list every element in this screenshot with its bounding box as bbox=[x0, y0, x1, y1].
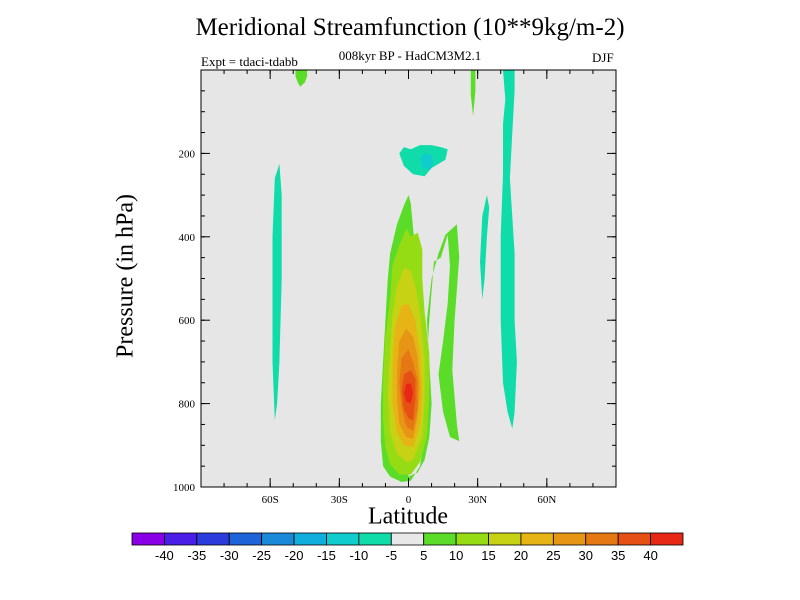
colorbar-label: 40 bbox=[643, 548, 657, 563]
colorbar-swatch bbox=[617, 532, 651, 546]
x-tick-label: 30S bbox=[331, 494, 348, 506]
colorbar-swatch bbox=[358, 532, 392, 546]
chart-title: Meridional Streamfunction (10**9kg/m-2) bbox=[195, 14, 625, 41]
colorbar-label: 35 bbox=[611, 548, 625, 563]
colorbar-swatch bbox=[228, 532, 263, 546]
contour-regions bbox=[272, 70, 517, 482]
x-tick-label: 0 bbox=[406, 494, 412, 506]
colorbar-label: -20 bbox=[285, 548, 304, 563]
colorbar-label: -25 bbox=[252, 548, 271, 563]
colorbar-label: 10 bbox=[449, 548, 463, 563]
colorbar-swatch bbox=[261, 532, 295, 546]
colorbar-label: -10 bbox=[349, 548, 368, 563]
y-tick-label: 200 bbox=[179, 148, 196, 160]
contour-region-nh-upper-thin-positive bbox=[470, 70, 476, 116]
colorbar-swatch bbox=[164, 532, 198, 546]
colorbar-label: -40 bbox=[155, 548, 174, 563]
colorbar-label: 5 bbox=[420, 548, 427, 563]
contour-region-equatorial-upper-inner bbox=[420, 153, 434, 171]
colorbar-swatch bbox=[326, 532, 360, 546]
season-label: DJF bbox=[592, 50, 614, 65]
x-tick-label: 30N bbox=[468, 494, 487, 506]
colorbar-swatch bbox=[650, 532, 684, 546]
colorbar-label: 25 bbox=[546, 548, 560, 563]
colorbar-label: 20 bbox=[514, 548, 528, 563]
y-tick-label: 1000 bbox=[173, 482, 196, 494]
experiment-label: Expt = tdaci-tdabb bbox=[201, 54, 298, 69]
colorbar-swatch bbox=[196, 532, 230, 546]
x-tick-label: 60S bbox=[262, 494, 279, 506]
colorbar-swatch bbox=[552, 532, 587, 546]
axis-ticks: 60S 30S 0 30N 60N 200 400 600 800 1000 bbox=[173, 70, 616, 506]
colorbar-swatch bbox=[131, 532, 165, 546]
contour-region-sh-midlat-negative-cell bbox=[272, 163, 282, 421]
colorbar-swatch bbox=[520, 532, 554, 546]
colorbar-label: 15 bbox=[481, 548, 495, 563]
colorbar-swatch bbox=[455, 532, 489, 546]
colorbar-label: -15 bbox=[317, 548, 336, 563]
colorbar: -40 -35 -30 -25 -20 -15 -10 -5 5 10 15 20 25 30 35 40 bbox=[131, 532, 684, 563]
colorbar-label: -5 bbox=[386, 548, 398, 563]
y-tick-label: 800 bbox=[179, 399, 196, 411]
colorbar-label: 30 bbox=[579, 548, 593, 563]
chart-subtitle: 008kyr BP - HadCM3M2.1 bbox=[338, 48, 482, 63]
colorbar-swatch bbox=[293, 532, 327, 546]
colorbar-swatch bbox=[423, 532, 457, 546]
colorbar-swatch bbox=[488, 532, 522, 546]
colorbar-swatch bbox=[585, 532, 619, 546]
contour-region-hadley-cell-40 bbox=[403, 383, 414, 404]
x-tick-label: 60N bbox=[537, 494, 556, 506]
colorbar-swatch bbox=[390, 532, 425, 546]
colorbar-label: -35 bbox=[187, 548, 206, 563]
colorbar-label: -30 bbox=[220, 548, 239, 563]
y-tick-label: 400 bbox=[179, 232, 196, 244]
y-tick-label: 600 bbox=[179, 315, 196, 327]
x-axis-label: Latitude bbox=[368, 503, 448, 530]
contour-region-nh-ferrel-negative-west bbox=[480, 195, 490, 300]
contour-region-sh-upper-positive-cell bbox=[295, 70, 308, 87]
contour-region-nh-negative-cell bbox=[500, 70, 517, 429]
